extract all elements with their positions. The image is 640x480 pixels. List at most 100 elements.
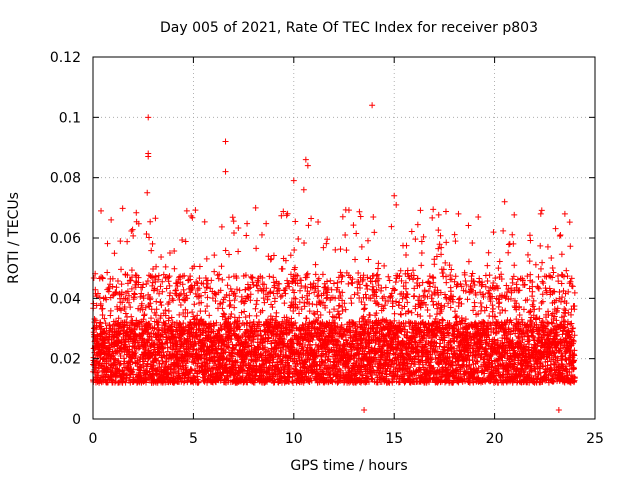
data-point: [153, 306, 160, 313]
data-point: [233, 286, 240, 293]
data-point: [114, 277, 121, 284]
data-point: [155, 276, 162, 283]
data-point: [94, 369, 101, 376]
data-point: [90, 300, 97, 307]
data-point: [166, 282, 173, 289]
data-point: [99, 275, 106, 282]
data-point: [124, 238, 131, 245]
data-point: [159, 288, 166, 295]
data-point: [232, 293, 239, 300]
data-point: [97, 300, 104, 307]
data-point: [212, 362, 219, 369]
data-point: [126, 299, 133, 306]
data-point: [147, 218, 154, 225]
data-point: [209, 295, 216, 302]
data-point: [244, 340, 251, 347]
data-point: [208, 277, 215, 284]
data-point: [166, 250, 173, 257]
data-point: [183, 292, 190, 299]
data-point: [158, 253, 165, 260]
data-point: [233, 275, 240, 282]
data-point: [180, 328, 187, 335]
data-point: [118, 307, 125, 314]
data-point: [257, 327, 264, 334]
data-point: [216, 363, 223, 370]
data-point: [189, 309, 196, 316]
data-point: [189, 324, 196, 331]
data-point: [182, 313, 189, 320]
data-point: [156, 360, 163, 367]
data-point: [253, 312, 260, 319]
data-point: [212, 298, 219, 305]
data-point: [128, 267, 135, 274]
data-point: [127, 354, 134, 361]
data-point: [222, 247, 229, 254]
data-point: [184, 310, 191, 317]
data-point: [90, 274, 97, 281]
data-point: [244, 220, 251, 227]
data-point: [130, 232, 137, 239]
data-point: [248, 327, 255, 334]
data-point: [253, 245, 260, 252]
data-point: [196, 263, 203, 270]
data-point: [169, 295, 176, 302]
data-point: [247, 284, 254, 291]
data-point: [202, 289, 209, 296]
data-point: [181, 378, 188, 385]
data-point: [238, 309, 245, 316]
data-point: [189, 214, 196, 221]
data-point: [248, 342, 255, 349]
data-point: [126, 374, 133, 381]
data-point: [227, 301, 234, 308]
data-point: [166, 299, 173, 306]
data-point: [224, 282, 231, 289]
data-point: [154, 286, 161, 293]
data-point: [191, 301, 198, 308]
data-point: [109, 275, 116, 282]
data-point: [231, 297, 238, 304]
data-point: [219, 276, 226, 283]
data-point: [181, 272, 188, 279]
data-point: [226, 303, 233, 310]
data-point: [202, 308, 209, 315]
data-point: [258, 332, 265, 339]
data-point: [197, 308, 204, 315]
data-point: [150, 265, 157, 272]
data-point: [236, 287, 243, 294]
data-point: [226, 292, 233, 299]
data-point: [99, 312, 106, 319]
data-point: [196, 275, 203, 282]
data-point: [219, 305, 226, 312]
data-point: [203, 255, 210, 262]
data-point: [211, 252, 218, 259]
data-point: [113, 284, 120, 291]
data-point: [128, 355, 135, 362]
data-point: [168, 314, 175, 321]
data-point: [143, 281, 150, 288]
data-point: [252, 305, 259, 312]
data-point: [204, 360, 211, 367]
data-point: [236, 314, 243, 321]
data-point: [167, 336, 174, 343]
data-point: [170, 297, 177, 304]
grid-lines: [93, 57, 595, 419]
data-point: [184, 295, 191, 302]
data-point: [126, 324, 133, 331]
data-point: [171, 265, 178, 272]
data-point: [152, 273, 159, 280]
data-point: [108, 216, 115, 223]
data-point: [181, 327, 188, 334]
data-point: [130, 366, 137, 373]
data-point: [127, 304, 134, 311]
data-point: [162, 320, 169, 327]
data-point: [246, 322, 253, 329]
data-point: [248, 275, 255, 282]
data-point: [190, 346, 197, 353]
data-point: [217, 300, 224, 307]
data-point: [242, 298, 249, 305]
data-point: [254, 283, 261, 290]
data-point: [234, 318, 241, 325]
data-point: [224, 343, 231, 350]
data-point: [140, 358, 147, 365]
